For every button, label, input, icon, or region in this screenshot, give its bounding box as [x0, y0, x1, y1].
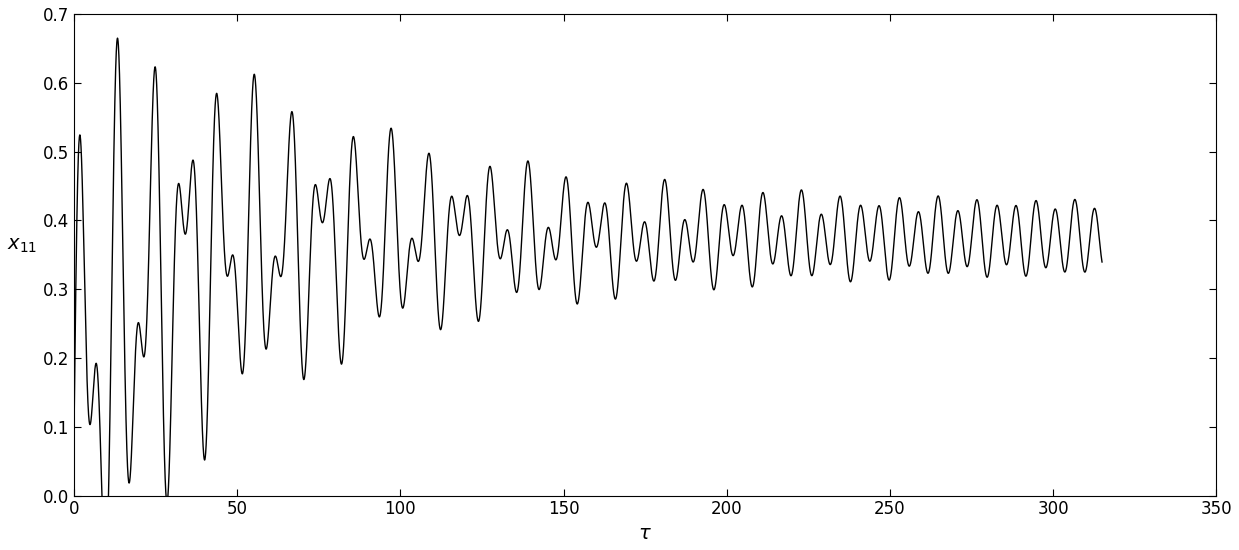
X-axis label: $\tau$: $\tau$ — [638, 524, 652, 543]
Y-axis label: $x_{11}$: $x_{11}$ — [7, 236, 37, 255]
